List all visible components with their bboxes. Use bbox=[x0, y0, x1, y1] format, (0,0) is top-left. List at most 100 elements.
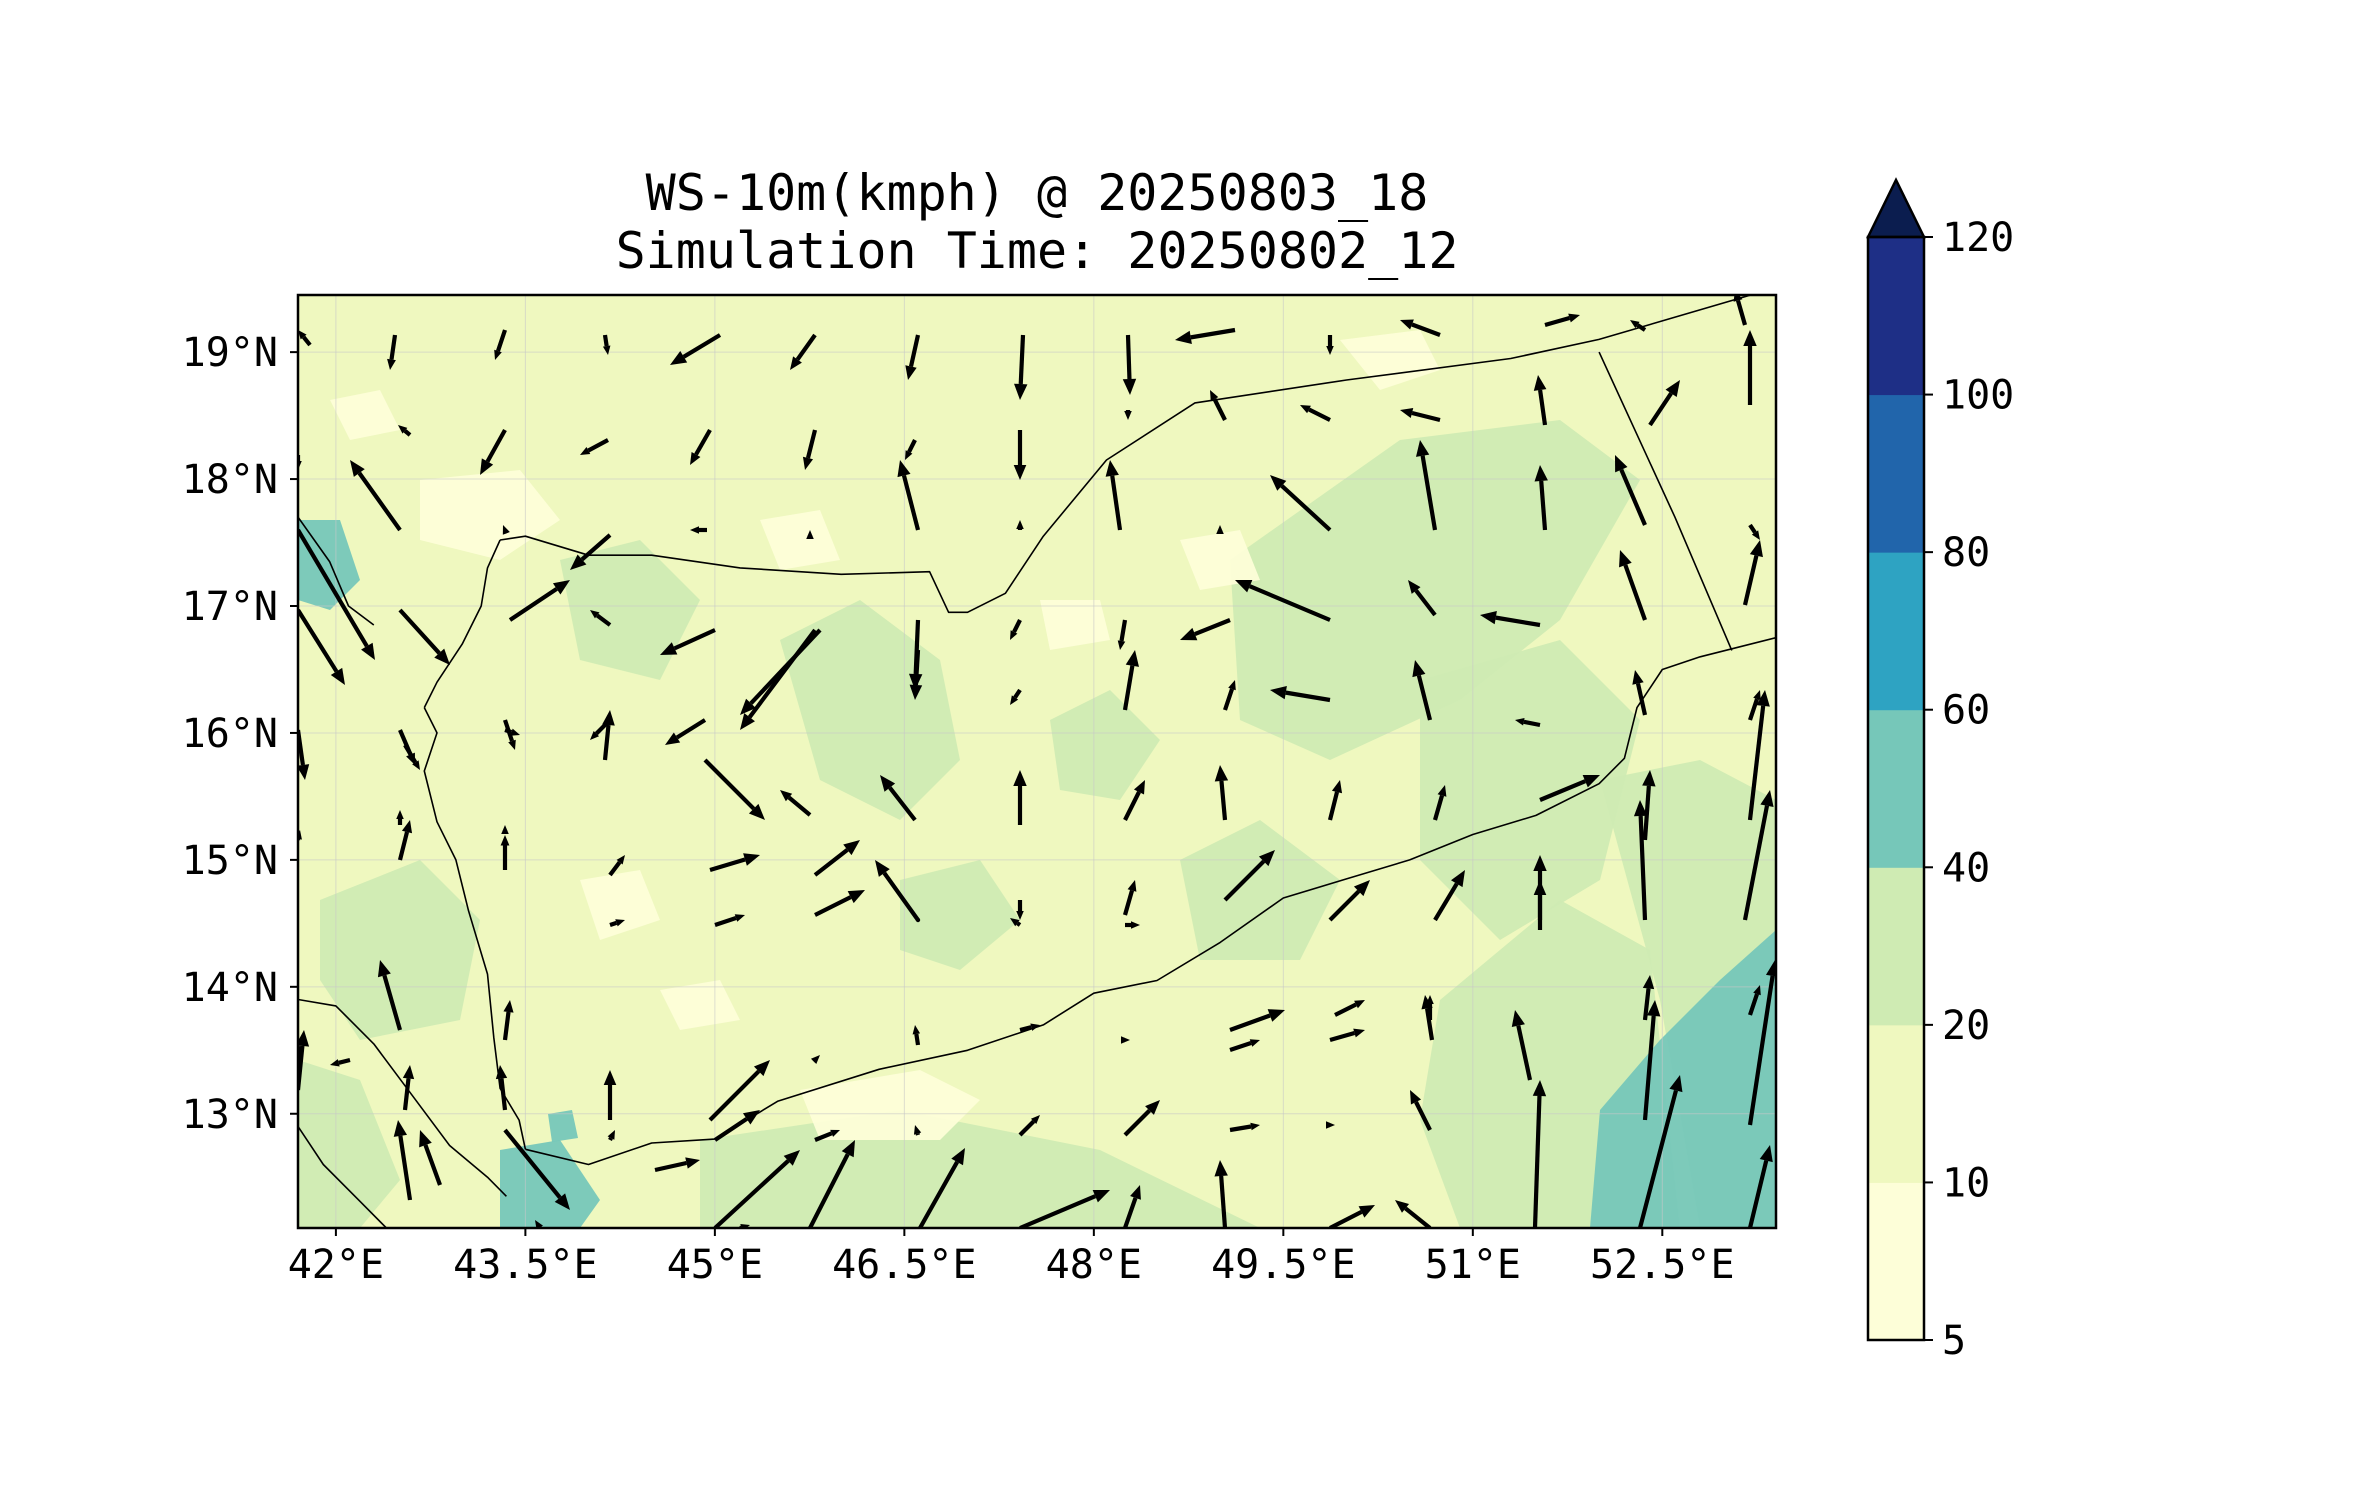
wind-vector bbox=[912, 1025, 921, 1046]
african-coast-2 bbox=[298, 1125, 387, 1228]
colorbar-block bbox=[1868, 709, 1924, 868]
wind-vector bbox=[350, 460, 402, 532]
wind-vector bbox=[1632, 670, 1648, 716]
wind-vector bbox=[377, 960, 403, 1031]
wind-vector bbox=[1329, 1205, 1375, 1228]
lat-tick-label: 13°N bbox=[182, 1092, 278, 1138]
speed-contour-region bbox=[800, 1070, 980, 1140]
wind-vector bbox=[1511, 1010, 1533, 1081]
lon-tick-label: 46.5°E bbox=[832, 1242, 977, 1288]
lat-tick-label: 15°N bbox=[182, 838, 278, 884]
wind-vector bbox=[1742, 540, 1763, 606]
wind-vector bbox=[1122, 334, 1137, 395]
speed-contour-region bbox=[660, 980, 740, 1030]
wind-vector bbox=[419, 1130, 442, 1186]
wind-vector bbox=[806, 530, 814, 539]
map-frame bbox=[296, 293, 1778, 1230]
lon-tick-label: 49.5°E bbox=[1211, 1242, 1356, 1288]
wind-vector bbox=[1223, 850, 1275, 902]
wind-vector bbox=[1642, 1000, 1661, 1121]
wind-vector bbox=[690, 428, 712, 465]
farasan-coast bbox=[298, 516, 375, 626]
wind-vector bbox=[1123, 1185, 1141, 1228]
wind-vector bbox=[1019, 1023, 1040, 1033]
wind-vector bbox=[790, 333, 817, 370]
wind-vector bbox=[603, 1070, 617, 1120]
speed-contour-region bbox=[1180, 820, 1340, 960]
wind-vector bbox=[1747, 1145, 1773, 1228]
wind-vector bbox=[709, 853, 760, 873]
wind-vector bbox=[1327, 780, 1343, 821]
wind-vector bbox=[1019, 1190, 1110, 1228]
wind-vector bbox=[905, 439, 917, 460]
wind-vector bbox=[1229, 1009, 1285, 1032]
speed-contour-region bbox=[580, 870, 660, 940]
wind-vector bbox=[1747, 960, 1776, 1126]
wind-vector bbox=[875, 860, 920, 922]
wind-vector bbox=[1633, 800, 1648, 921]
colorbar-blocks bbox=[1868, 237, 1924, 1341]
wind-vector bbox=[1733, 295, 1748, 326]
wind-vector bbox=[708, 1060, 770, 1122]
wind-vector bbox=[1214, 765, 1229, 821]
wind-vector bbox=[502, 1000, 514, 1041]
wind-vector bbox=[1122, 650, 1139, 711]
colorbar-frame bbox=[1866, 235, 1926, 1342]
wind-vector bbox=[1412, 660, 1433, 721]
speed-contour-region bbox=[760, 510, 840, 570]
wind-vector bbox=[1630, 320, 1647, 332]
wind-vector bbox=[1642, 770, 1656, 841]
colorbar-tick-label: 120 bbox=[1942, 215, 2014, 261]
wind-vector bbox=[1013, 770, 1027, 825]
wind-vector bbox=[1326, 1121, 1335, 1129]
wind-vector bbox=[1433, 870, 1465, 922]
speed-contour-region bbox=[1340, 330, 1440, 390]
speed-contour-region bbox=[1590, 930, 1776, 1228]
wind-vector bbox=[1408, 580, 1437, 617]
speed-contour-region bbox=[330, 390, 400, 440]
colorbar-block bbox=[1868, 867, 1924, 1026]
wind-vector bbox=[665, 718, 707, 745]
wind-vector bbox=[590, 610, 612, 627]
wind-vector bbox=[1123, 780, 1145, 821]
colorbar-block bbox=[1868, 1182, 1924, 1341]
wind-vector bbox=[810, 1055, 820, 1065]
wind-speed-shading bbox=[298, 330, 1776, 1228]
colorbar-tick-label: 60 bbox=[1942, 688, 1990, 734]
wind-vector bbox=[1416, 440, 1438, 531]
wind-vector bbox=[660, 628, 716, 655]
wind-vector bbox=[403, 743, 420, 770]
colorbar-tick-label: 80 bbox=[1942, 530, 1990, 576]
wind-vector bbox=[1216, 525, 1224, 534]
wind-vector bbox=[1117, 619, 1128, 650]
wind-vector bbox=[1533, 880, 1547, 930]
wind-vector bbox=[494, 329, 507, 360]
wind-vector bbox=[500, 835, 510, 870]
lat-tick-label: 16°N bbox=[182, 711, 278, 757]
wind-vector bbox=[1534, 465, 1548, 531]
colorbar-extend-arrow bbox=[1865, 177, 1927, 239]
wind-vector bbox=[501, 825, 509, 834]
wind-vector bbox=[1010, 688, 1022, 705]
wind-vector bbox=[1300, 405, 1331, 422]
wind-vector bbox=[1539, 774, 1600, 802]
wind-vector bbox=[1124, 410, 1132, 420]
wind-vector bbox=[508, 580, 570, 622]
wind-vector bbox=[402, 1065, 415, 1111]
wind-vector bbox=[808, 1140, 855, 1228]
wind-vector bbox=[703, 758, 765, 820]
wind-vector bbox=[1229, 1122, 1260, 1133]
wind-vector bbox=[393, 1120, 413, 1201]
map-gridlines bbox=[298, 295, 1776, 1228]
lon-tick-label: 45°E bbox=[667, 1242, 763, 1288]
wind-vector bbox=[1432, 785, 1447, 821]
speed-contour-region bbox=[1420, 640, 1640, 940]
wind-vector bbox=[480, 428, 507, 475]
wind-vector bbox=[690, 526, 707, 534]
saudi-yemen-border bbox=[499, 295, 1751, 614]
wind-vector bbox=[602, 334, 611, 355]
colorbar-tick-label: 100 bbox=[1942, 373, 2014, 419]
wind-vector bbox=[398, 425, 412, 437]
wind-vector bbox=[740, 628, 822, 715]
map-panel: 42°E 43.5°E 45°E 46.5°E 48°E 49.5°E 51°E 52.5°E… bbox=[182, 293, 1778, 1288]
